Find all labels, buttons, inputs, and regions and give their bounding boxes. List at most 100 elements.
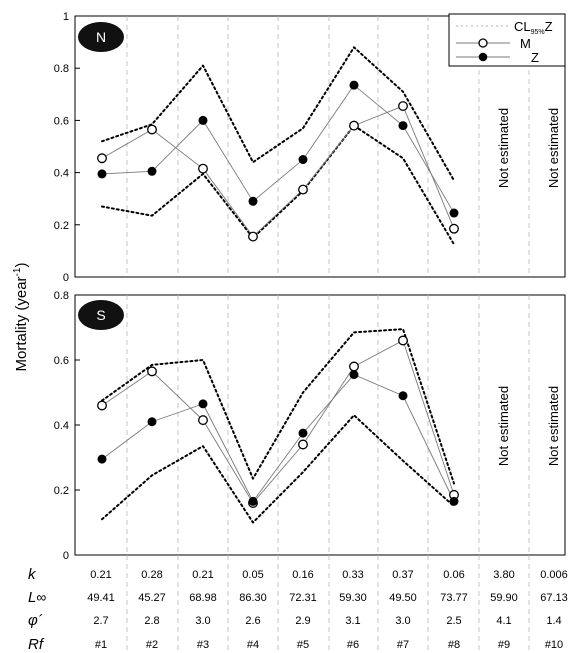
table-cell: 49.41	[87, 592, 115, 604]
table-row-label-main: φ´	[28, 612, 43, 629]
table-cell: 72.31	[289, 592, 317, 604]
ci-lower-line	[101, 414, 455, 524]
table-cell: 49.50	[389, 592, 417, 604]
series-z-point	[97, 454, 107, 464]
y-tick-label: 0.4	[54, 168, 69, 180]
table-cell: 0.16	[292, 569, 313, 581]
table-cell: 0.006	[540, 569, 568, 581]
legend: CL95%ZMZ	[448, 13, 566, 67]
y-axis-label-sup: -1	[12, 267, 23, 276]
series-z-point	[449, 496, 459, 506]
panel-badge	[78, 300, 124, 330]
table-cell: 2.5	[446, 615, 461, 627]
table-cell: #9	[498, 639, 510, 651]
legend-ci-main: CL	[514, 19, 531, 34]
y-tick-label: 0	[63, 272, 69, 284]
not-estimated-label: Not estimated	[546, 108, 561, 188]
table-cell: 0.21	[90, 569, 111, 581]
series-z-point	[97, 169, 107, 179]
ci-upper-line	[101, 46, 455, 182]
series-m-point	[398, 335, 408, 346]
series-m-point	[97, 153, 107, 164]
series-m-point	[198, 163, 208, 174]
table-cell: 0.28	[141, 569, 162, 581]
series-m-point	[449, 223, 459, 234]
y-axis-label-text: Mortality (year	[13, 276, 30, 371]
legend-z-marker	[478, 52, 488, 62]
table-cell: #10	[545, 639, 563, 651]
series-z-point	[449, 208, 459, 218]
series-m-point	[349, 361, 359, 372]
series-z-point	[248, 496, 258, 506]
table-row-label: φ´	[28, 612, 43, 629]
y-tick-label: 0.8	[54, 290, 69, 302]
not-estimated-label: Not estimated	[496, 108, 511, 188]
table-row-label: L∞	[28, 589, 46, 606]
table-row-label-main: L	[28, 589, 36, 606]
panel-badge-label: N	[96, 29, 106, 45]
table-cell: 45.27	[138, 592, 166, 604]
table-cell: 59.30	[339, 592, 367, 604]
series-z-point	[298, 155, 308, 165]
table-cell: 0.37	[392, 569, 413, 581]
table-cell: #6	[347, 639, 359, 651]
table-row-label-sub: ∞	[36, 589, 46, 605]
series-z-line	[101, 84, 455, 214]
series-z-point	[147, 166, 157, 176]
table-cell: #2	[146, 639, 158, 651]
table-cell: 68.98	[189, 592, 217, 604]
ci-upper-line	[101, 328, 455, 485]
series-m-point	[97, 400, 107, 411]
series-z-line	[101, 374, 455, 502]
series-z-point	[298, 428, 308, 438]
series-z-point	[398, 391, 408, 401]
parameter-table: kL∞φ´Rf0.21 0.28 0.21 0.05 0.16 0.33 0.37 0.06 3…	[28, 555, 568, 653]
legend-m-marker	[478, 38, 488, 48]
table-cell: 3.80	[493, 569, 514, 581]
table-cell: 0.05	[242, 569, 263, 581]
plot-frame	[74, 15, 566, 278]
not-estimated-label: Not estimated	[496, 386, 511, 466]
table-cell: 2.7	[93, 615, 108, 627]
y-tick-label: 0	[63, 550, 69, 562]
legend-z-label: Z	[531, 50, 539, 65]
table-cell: #8	[448, 639, 460, 651]
y-axis-label-close: )	[13, 263, 30, 268]
table-cell: #3	[197, 639, 209, 651]
series-m-point	[298, 184, 308, 195]
table-cell: #5	[297, 639, 309, 651]
series-z-point	[349, 80, 359, 90]
table-cell: 59.90	[490, 592, 518, 604]
series-m-point	[398, 101, 408, 111]
table-cell: 0.06	[443, 569, 464, 581]
table-cell: 73.77	[440, 592, 468, 604]
series-m-line	[101, 340, 455, 504]
series-z-point	[147, 417, 157, 427]
table-cell: 2.8	[144, 615, 159, 627]
plot-frame	[74, 294, 566, 556]
legend-ci-label: CL95%Z	[514, 19, 553, 36]
y-tick-label: 0.2	[54, 485, 69, 497]
panel-badge-label: S	[96, 307, 105, 323]
table-cell: 1.4	[546, 615, 561, 627]
table-cell: 0.21	[192, 569, 213, 581]
series-z-point	[198, 115, 208, 125]
table-row-label: k	[28, 566, 37, 583]
series-m-point	[298, 439, 308, 450]
legend-ci-tail: Z	[545, 19, 553, 34]
table-row-label-main: k	[28, 566, 37, 583]
series-z-point	[248, 196, 258, 206]
table-cell: #4	[247, 639, 259, 651]
not-estimated-label: Not estimated	[546, 386, 561, 466]
table-cell: 67.13	[540, 592, 568, 604]
y-tick-label: 0.8	[54, 63, 69, 75]
series-m-point	[147, 366, 157, 377]
series-m-point	[147, 124, 157, 135]
legend-m-label: M	[520, 36, 531, 51]
series-z-point	[349, 370, 359, 380]
table-cell: 2.9	[295, 615, 310, 627]
y-tick-label: 1	[63, 11, 69, 23]
y-axis-label: Mortality (year-1)	[12, 263, 30, 372]
series-m-point	[198, 415, 208, 426]
